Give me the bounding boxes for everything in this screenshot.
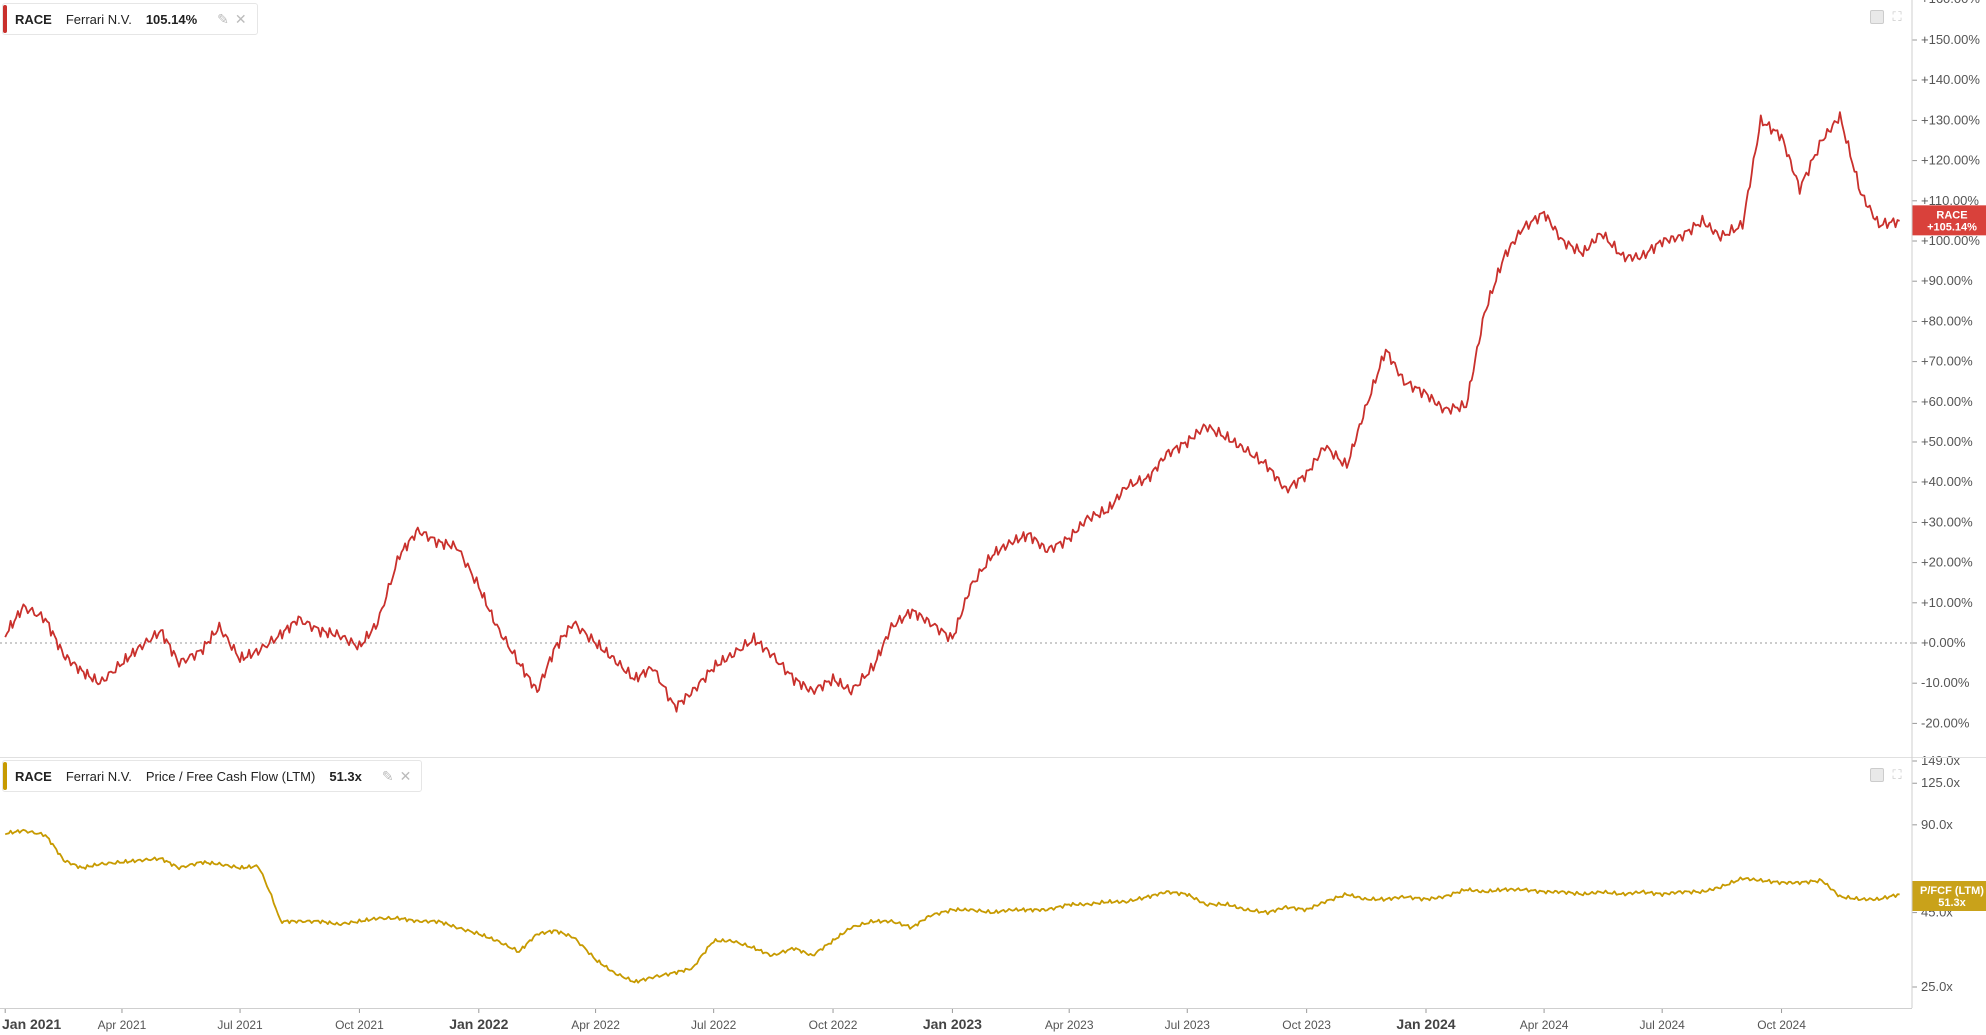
x-tick-label: Apr 2023 <box>1045 1018 1094 1032</box>
x-tick-label: Jul 2023 <box>1165 1018 1211 1032</box>
price-change-panel[interactable]: +150.00% +140.00% +130.00% +120.00% +110.00%… <box>0 0 1986 730</box>
badge-value: 51.3x <box>1938 897 1966 909</box>
y-tick-label: +70.00% <box>1921 354 1973 369</box>
paint-icon[interactable]: ✎ <box>381 767 394 784</box>
x-tick-label: Jan 2024 <box>1396 1016 1455 1032</box>
y-tick-label: +100.00% <box>1921 233 1980 248</box>
x-tick-label: Jul 2022 <box>691 1018 737 1032</box>
y-tick-label: +140.00% <box>1921 72 1980 87</box>
paint-icon[interactable]: ✎ <box>217 10 229 27</box>
series-line-race[interactable] <box>4 111 1900 713</box>
x-tick-label: Jan 2021 <box>2 1016 61 1032</box>
legend-ticker: RACE <box>15 768 52 784</box>
y-tick-label: +50.00% <box>1921 434 1973 449</box>
badge-label: P/FCF (LTM) <box>1920 885 1984 897</box>
y-tick-label: +80.00% <box>1921 313 1973 328</box>
legend-value: 105.14% <box>145 11 198 27</box>
y-tick-label: +110.00% <box>1921 193 1979 208</box>
series-color-swatch <box>3 762 7 790</box>
badge-value: +105.14% <box>1927 221 1977 233</box>
x-tick-label: Apr 2024 <box>1520 1018 1569 1032</box>
y-tick-label: +20.00% <box>1921 555 1973 570</box>
bottom-panel-controls: ⛶ <box>1870 768 1904 782</box>
y-tick-label: +10.00% <box>1921 595 1973 610</box>
last-value-badge <box>1912 205 1986 236</box>
y-tick-label: 149.0x <box>1921 753 1961 768</box>
legend-metric-name: Price / Free Cash Flow (LTM) <box>145 768 316 784</box>
x-tick-label: Oct 2024 <box>1757 1018 1806 1032</box>
last-value-badge <box>1912 880 1986 911</box>
close-icon[interactable]: ✕ <box>234 10 247 27</box>
y-tick-label: +130.00% <box>1921 112 1980 127</box>
y-tick-label: +160.00% <box>1921 0 1980 6</box>
minimize-icon[interactable] <box>1870 768 1884 782</box>
x-tick-label: Apr 2022 <box>571 1018 620 1032</box>
top-legend[interactable]: RACE Ferrari N.V. 105.14% ✎ ✕ <box>2 3 258 35</box>
y-tick-label: -10.00% <box>1921 675 1970 690</box>
x-tick-label: Jan 2022 <box>449 1016 508 1032</box>
minimize-icon[interactable] <box>1870 10 1884 24</box>
y-tick-label: -20.00% <box>1921 715 1970 730</box>
y-tick-label: 90.0x <box>1921 817 1953 832</box>
y-tick-label: +150.00% <box>1921 32 1980 47</box>
y-tick-label: +40.00% <box>1921 474 1973 489</box>
legend-company-name: Ferrari N.V. <box>65 768 132 784</box>
close-icon[interactable]: ✕ <box>399 767 412 784</box>
x-axis: Jan 2021 Apr 2021 Jul 2021 Oct 2021 Jan 2022… <box>2 1008 1806 1032</box>
series-color-swatch <box>3 5 7 33</box>
legend-value: 51.3x <box>329 768 362 784</box>
top-panel-controls: ⛶ <box>1870 10 1904 24</box>
x-tick-label: Oct 2022 <box>809 1018 858 1032</box>
series-line-pfcf[interactable] <box>4 828 1900 984</box>
x-tick-label: Oct 2023 <box>1282 1018 1331 1032</box>
legend-ticker: RACE <box>15 11 52 27</box>
expand-icon[interactable]: ⛶ <box>1892 9 1902 24</box>
x-tick-label: Oct 2021 <box>335 1018 384 1032</box>
x-tick-label: Jul 2024 <box>1639 1018 1685 1032</box>
y-tick-label: +30.00% <box>1921 514 1973 529</box>
y-tick-label: +0.00% <box>1921 635 1966 650</box>
y-tick-label: +90.00% <box>1921 273 1973 288</box>
y-tick-label: 125.0x <box>1921 775 1961 790</box>
x-tick-label: Apr 2021 <box>98 1018 147 1032</box>
x-tick-label: Jul 2021 <box>217 1018 263 1032</box>
badge-ticker: RACE <box>1936 209 1967 221</box>
y-tick-label: +120.00% <box>1921 153 1980 168</box>
y-tick-label: 25.0x <box>1921 979 1953 994</box>
legend-company-name: Ferrari N.V. <box>65 11 132 27</box>
x-tick-label: Jan 2023 <box>923 1016 982 1032</box>
bottom-legend[interactable]: RACE Ferrari N.V. Price / Free Cash Flow… <box>2 760 423 792</box>
y-tick-label: +60.00% <box>1921 394 1973 409</box>
expand-icon[interactable]: ⛶ <box>1892 767 1902 782</box>
